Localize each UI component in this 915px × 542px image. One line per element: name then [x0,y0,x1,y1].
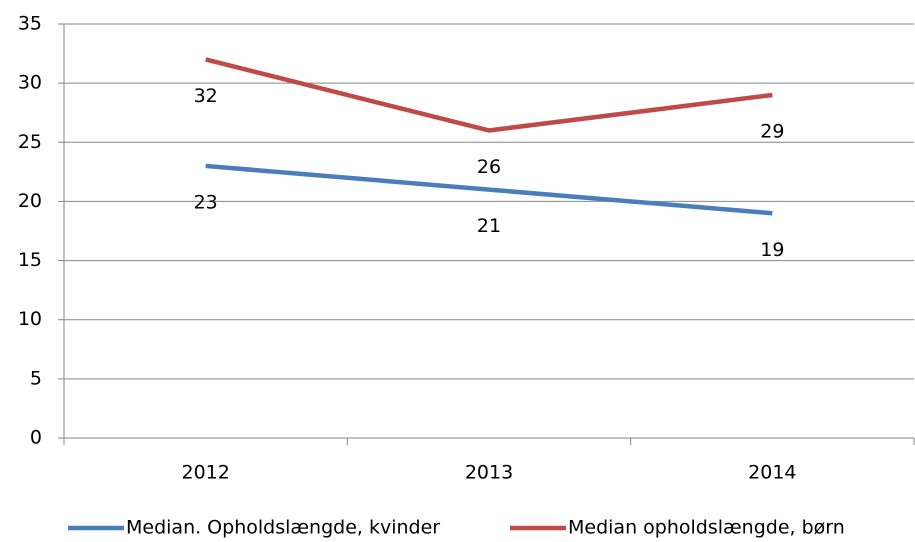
y-tick-label: 25 [18,131,42,153]
y-tick-label: 15 [18,249,42,271]
data-label: 23 [194,191,218,213]
data-label: 29 [760,120,784,142]
y-tick-label: 10 [18,308,42,330]
data-label: 21 [477,215,501,237]
series-line [205,163,773,216]
series-line [205,57,773,133]
y-tick-label: 5 [30,367,42,389]
data-label: 26 [477,156,501,178]
data-label: 19 [760,239,784,261]
x-tick-label: 2012 [181,462,229,484]
x-tick-label: 2013 [465,462,513,484]
y-tick-label: 0 [30,427,42,449]
data-label: 32 [194,85,218,107]
y-tick-label: 30 [18,72,42,94]
x-tick-label: 2014 [748,462,796,484]
y-tick-label: 20 [18,190,42,212]
legend-label: Median. Opholdslængde, kvinder [126,517,440,539]
legend-label: Median opholdslængde, børn [568,517,845,539]
y-tick-label: 35 [18,13,42,35]
